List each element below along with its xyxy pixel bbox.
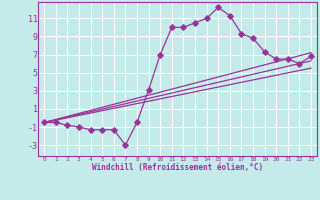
X-axis label: Windchill (Refroidissement éolien,°C): Windchill (Refroidissement éolien,°C)	[92, 163, 263, 172]
